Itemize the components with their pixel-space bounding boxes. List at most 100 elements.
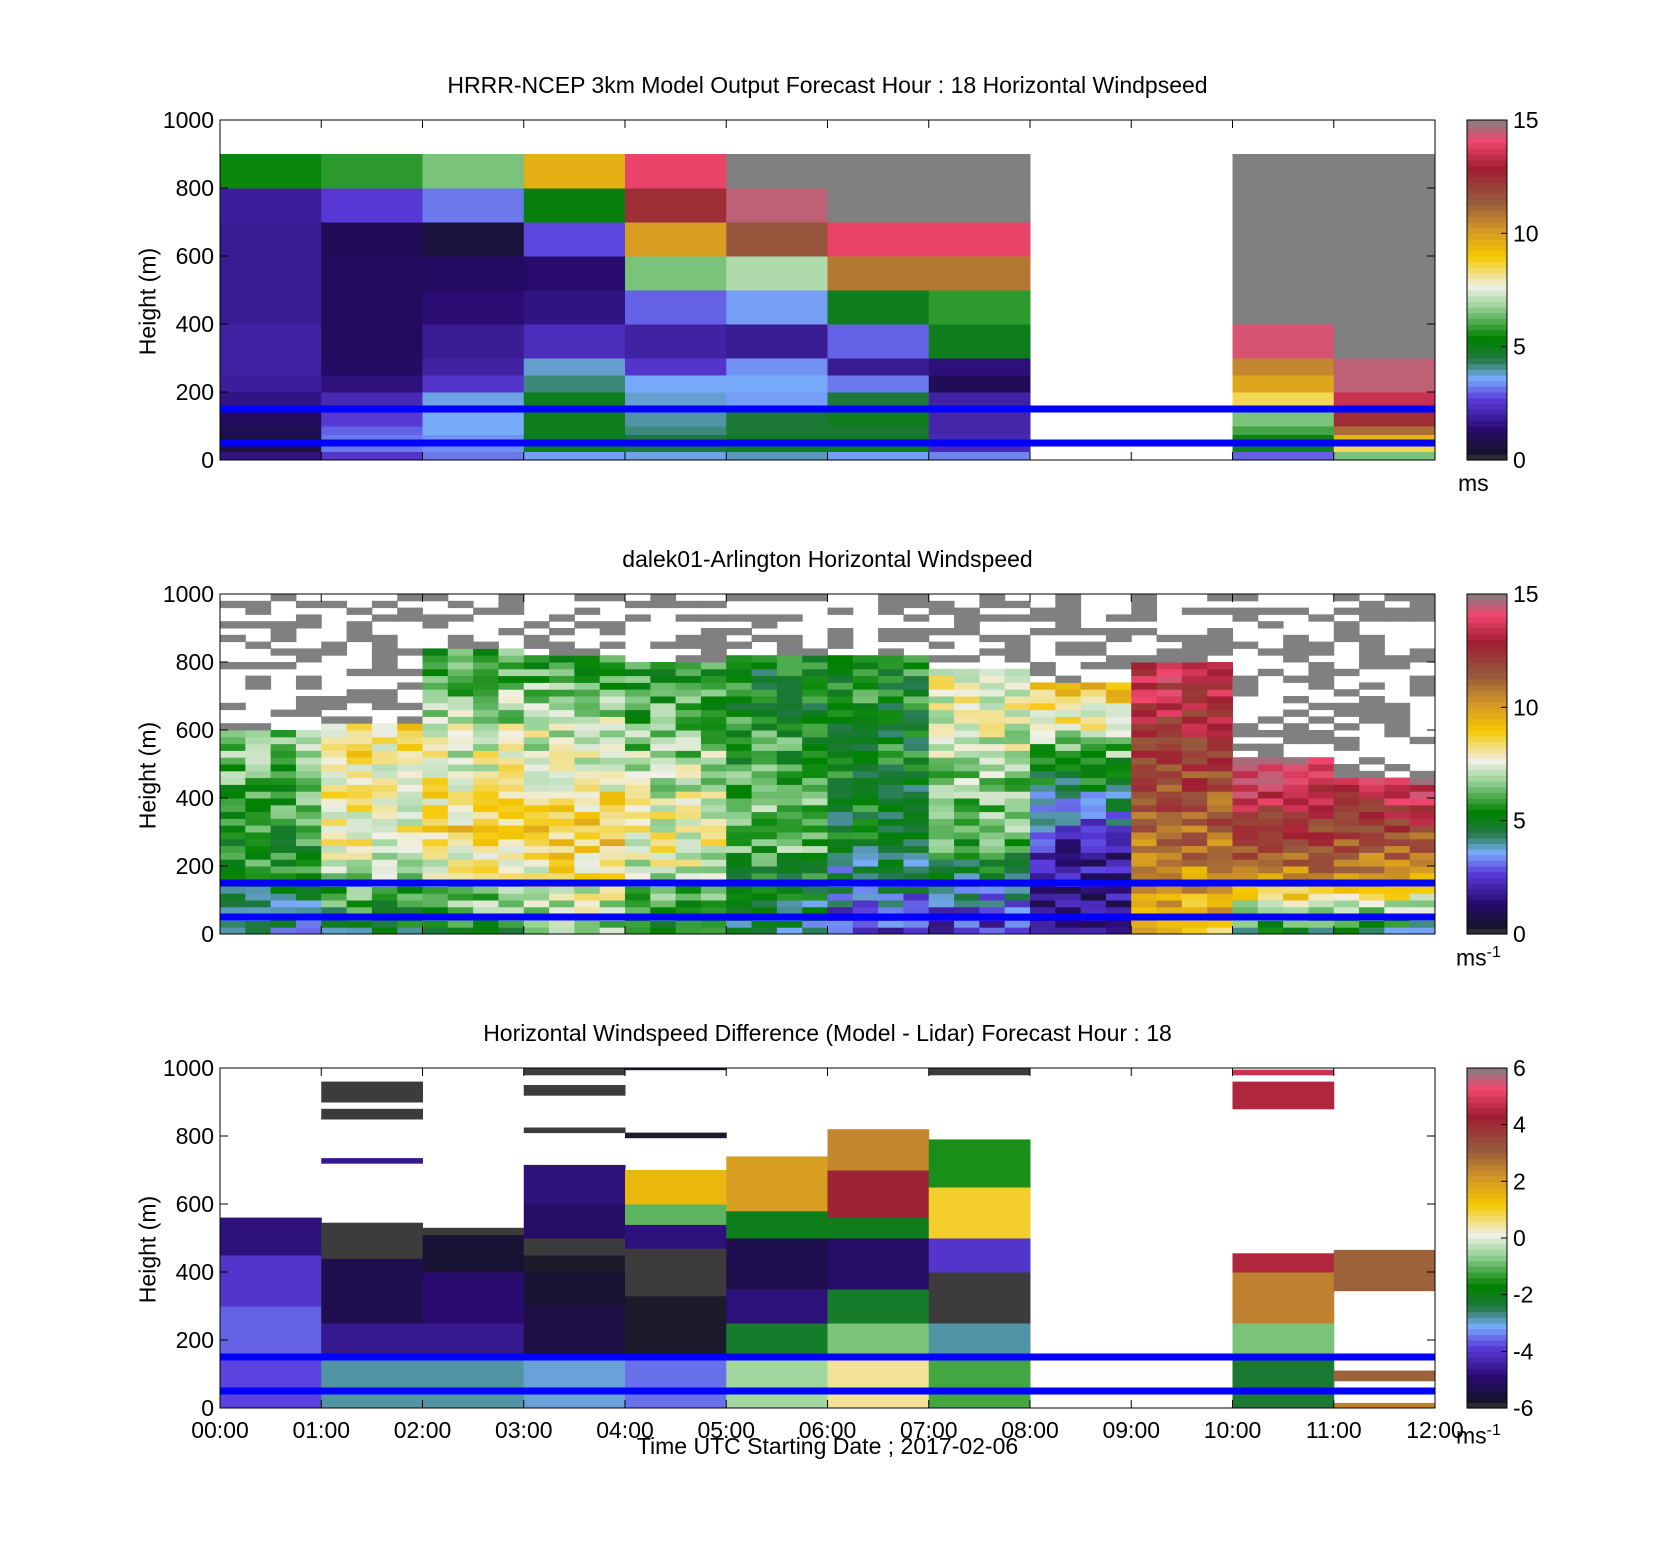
lidar-cell (220, 906, 246, 915)
lidar-cell (675, 838, 702, 847)
lidar-cell (979, 750, 1006, 758)
lidar-cell (447, 723, 474, 731)
model-cell (321, 375, 423, 393)
lidar-cell (726, 832, 753, 840)
colorbar-frame (1466, 593, 1508, 935)
colorbar-cell (1467, 1187, 1507, 1194)
lidar-cell (1207, 866, 1233, 874)
model-cell (928, 222, 1031, 257)
lidar-cell (270, 852, 297, 860)
lidar-cell (1156, 798, 1183, 806)
lidar-cell (1105, 825, 1132, 833)
difference-cell (523, 1238, 626, 1256)
lidar-cell (751, 927, 778, 935)
lidar-cell (1283, 818, 1309, 826)
lidar-cell (1384, 866, 1411, 874)
lidar-cell (1080, 628, 1107, 636)
colorbar-cell (1467, 205, 1507, 212)
model-cell (625, 290, 727, 325)
lidar-cell (346, 607, 373, 615)
colorbar-cell (1467, 341, 1507, 348)
lidar-cell (979, 594, 1006, 602)
lidar-cell (1156, 777, 1183, 785)
lidar-cell (1232, 798, 1259, 806)
lidar-cell (321, 723, 348, 731)
lidar-cell (776, 866, 803, 874)
lidar-cell (1257, 757, 1284, 765)
lidar-cell (447, 906, 474, 915)
lidar-cell (726, 872, 753, 881)
lidar-cell (473, 845, 499, 853)
lidar-cell (1308, 804, 1335, 813)
lidar-cell (625, 804, 651, 813)
lidar-cell (1004, 784, 1031, 792)
lidar-cell (675, 600, 702, 609)
lidar-cell (523, 689, 550, 697)
lidar-cell (675, 764, 702, 772)
lidar-cell (220, 845, 246, 853)
lidar-cell (1359, 900, 1385, 908)
lidar-cell (295, 709, 322, 717)
lidar-cell (295, 736, 322, 745)
colorbar-cell (1467, 713, 1507, 720)
lidar-cell (928, 845, 955, 853)
difference-cell (726, 1323, 828, 1358)
lidar-cell (928, 668, 955, 677)
lidar-cell (726, 723, 753, 731)
lidar-cell (447, 859, 474, 867)
lidar-cell (220, 832, 246, 840)
lidar-cell (397, 702, 423, 711)
lidar-cell (574, 832, 601, 840)
lidar-cell (827, 818, 854, 826)
lidar-cell (1359, 770, 1385, 779)
lidar-cell (1131, 675, 1158, 683)
lidar-cell (1030, 668, 1056, 677)
lidar-cell (827, 628, 854, 636)
lidar-cell (371, 641, 398, 649)
lidar-cell (625, 777, 651, 785)
lidar-cell (574, 825, 601, 833)
lidar-cell (574, 675, 601, 683)
lidar-cell (827, 866, 854, 874)
lidar-cell (625, 709, 651, 717)
lidar-cell (1105, 634, 1132, 643)
lidar-cell (1283, 777, 1309, 785)
lidar-cell (650, 900, 677, 908)
lidar-cell (928, 777, 955, 785)
lidar-cell (1207, 702, 1233, 711)
lidar-cell (700, 852, 727, 860)
colorbar-cell (1467, 358, 1507, 365)
lidar-cell (1181, 791, 1208, 799)
lidar-cell (599, 668, 626, 677)
lidar-cell (574, 852, 601, 860)
lidar-cell (625, 716, 651, 724)
lidar-cell (1105, 872, 1132, 881)
lidar-cell (1333, 927, 1360, 935)
lidar-cell (1283, 906, 1309, 915)
lidar-cell (1308, 675, 1335, 683)
model-cell (1333, 451, 1436, 461)
y-tick-label: 400 (176, 1259, 214, 1285)
lidar-cell (371, 662, 398, 670)
lidar-cell (1105, 628, 1132, 636)
lidar-cell (599, 811, 626, 819)
lidar-cell (447, 791, 474, 799)
lidar-cell (979, 600, 1006, 609)
lidar-cell (498, 668, 525, 677)
lidar-cell (422, 689, 449, 697)
lidar-cell (852, 811, 879, 819)
lidar-cell (726, 730, 753, 738)
lidar-cell (245, 743, 272, 751)
lidar-cell (321, 784, 348, 792)
lidar-cell (599, 900, 626, 908)
lidar-cell (397, 730, 423, 738)
lidar-cell (650, 886, 677, 894)
lidar-cell (473, 811, 499, 819)
lidar-cell (852, 764, 879, 772)
lidar-cell (523, 709, 550, 717)
model-cell (220, 434, 322, 444)
lidar-cell (650, 662, 677, 670)
colorbar-cell (1467, 724, 1507, 731)
colorbar-cell (1467, 375, 1507, 382)
lidar-cell (1080, 825, 1107, 833)
